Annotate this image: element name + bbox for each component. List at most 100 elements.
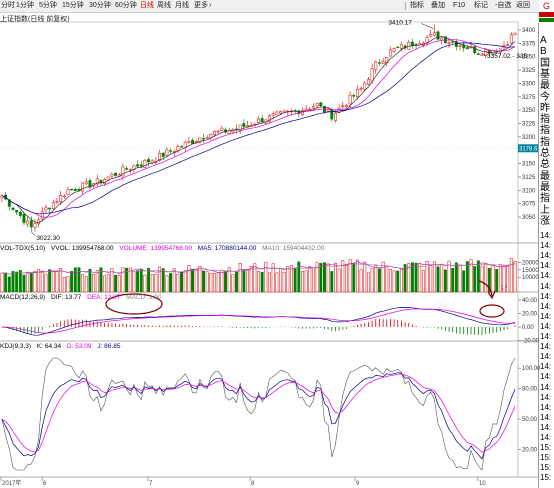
candle-body xyxy=(275,111,279,116)
candle-body xyxy=(40,211,44,220)
candle-body xyxy=(260,118,264,123)
overlay-button[interactable]: 叠加 xyxy=(431,2,445,9)
volume-bar xyxy=(26,271,30,293)
panel-label-12: 最 xyxy=(540,170,550,182)
period-tab-weekly[interactable]: 周线 xyxy=(157,2,171,9)
price-label-3300: 3300 xyxy=(522,81,536,87)
volume-bar xyxy=(282,271,286,293)
candle-body xyxy=(70,189,74,191)
indicator-button[interactable]: 指标 xyxy=(410,2,424,9)
volume-bar xyxy=(22,274,26,293)
volume-bar xyxy=(59,267,63,293)
volume-bar xyxy=(165,275,169,293)
period-tab-1min[interactable]: 1分钟 xyxy=(16,2,34,9)
candle-body xyxy=(506,44,510,46)
candle-body xyxy=(143,159,147,168)
volume-bar xyxy=(458,264,462,293)
volume-bar xyxy=(304,270,308,293)
price-label-3200: 3200 xyxy=(522,135,536,141)
panel-time-11: 14: xyxy=(540,342,552,352)
volume-bar xyxy=(150,273,154,293)
panel-label-15: 上 xyxy=(540,204,550,216)
candle-body xyxy=(125,168,129,170)
vol-indicator-name[interactable]: VOL-TDX(5,10) xyxy=(0,245,46,252)
volume-bar xyxy=(187,264,191,293)
volume-bar xyxy=(275,272,279,293)
volume-bar xyxy=(337,268,341,293)
period-toolbar: 分时 1分钟 5分钟 15分钟 30分钟 60分钟 日线 周线 月线 更多 › … xyxy=(0,0,554,13)
volume-label-10000: 10000 xyxy=(522,275,539,281)
period-tab-15min[interactable]: 15分钟 xyxy=(62,2,84,9)
period-tab-fenshi[interactable]: 分时 xyxy=(1,2,15,9)
candle-body xyxy=(443,36,447,43)
macd-label--20.00: -20.00 xyxy=(522,339,540,345)
candle-body xyxy=(114,172,118,176)
chart-title: 上证指数(日线 前复权) xyxy=(0,16,70,23)
volume-bar xyxy=(315,262,319,293)
panel-time-12: 14: xyxy=(540,352,552,362)
volume-ma10-line xyxy=(1,263,516,275)
period-tab-30min[interactable]: 30分钟 xyxy=(89,2,111,9)
panel-label-14: 指 xyxy=(540,193,550,205)
volume-bar xyxy=(410,262,414,293)
candle-body xyxy=(399,44,403,49)
watchlist-button[interactable]: -自选 xyxy=(495,2,512,9)
volume-bar xyxy=(224,271,227,293)
candle-body xyxy=(334,112,337,121)
more-arrow-icon[interactable]: › xyxy=(209,2,212,9)
panel-tab-g[interactable]: G xyxy=(539,0,554,12)
candle-body xyxy=(374,61,378,70)
back-button[interactable]: 返回 xyxy=(516,2,530,9)
panel-time-20: 14: xyxy=(540,433,552,442)
panel-time-8: 14: xyxy=(540,311,552,321)
volume-bar xyxy=(4,272,8,293)
panel-time-9: 14: xyxy=(540,321,552,331)
volume-bar xyxy=(348,259,352,293)
volume-bar xyxy=(454,262,458,293)
volume-header: VOL-TDX(5,10) VVOL: 139954768.00 VOLUME:… xyxy=(0,245,328,253)
toolbar-divider xyxy=(405,2,406,10)
candle-body xyxy=(33,223,37,228)
period-tab-5min[interactable]: 5分钟 xyxy=(39,2,57,9)
volume-bar xyxy=(290,265,293,293)
candle-body xyxy=(51,202,55,210)
price-ma10-line xyxy=(1,39,516,218)
candle-body xyxy=(297,110,301,114)
kdj-indicator-name[interactable]: KDJ(9,3,3) xyxy=(0,343,32,350)
f10-button[interactable]: F10 xyxy=(453,2,466,9)
period-tab-more[interactable]: 更多 xyxy=(194,2,208,9)
volume-bar xyxy=(7,276,11,293)
low-annotation-pointer xyxy=(31,231,36,236)
candle-body xyxy=(128,169,132,171)
candle-body xyxy=(198,137,202,143)
mark-button[interactable]: 标记 xyxy=(474,2,488,9)
volume-bar xyxy=(66,276,70,293)
volume-bar xyxy=(40,270,44,293)
volume-bar xyxy=(286,266,290,293)
volume-bar xyxy=(110,268,114,293)
volume-bar xyxy=(385,265,389,293)
macd-indicator-name[interactable]: MACD(12,26,9) xyxy=(0,294,46,301)
volume-bar xyxy=(312,267,315,293)
candle-body xyxy=(7,199,11,207)
candle-body xyxy=(95,178,99,185)
panel-label-3: 基 xyxy=(540,68,550,80)
volume-bar xyxy=(44,273,48,293)
volume-bar xyxy=(341,260,345,293)
candle-body xyxy=(213,131,216,136)
period-tab-60min[interactable]: 60分钟 xyxy=(115,2,137,9)
volume-bar xyxy=(15,271,19,293)
period-tab-daily[interactable]: 日线 xyxy=(140,2,154,9)
volume-bar xyxy=(88,269,92,293)
candle-body xyxy=(359,87,363,90)
annotation-arrowhead-icon xyxy=(487,290,496,300)
volume-bar xyxy=(205,271,209,293)
volume-bar xyxy=(396,270,400,293)
candle-body xyxy=(59,194,63,203)
period-tab-monthly[interactable]: 月线 xyxy=(175,2,189,9)
volume-bar xyxy=(473,266,477,293)
volume-bar xyxy=(246,269,249,293)
candle-body xyxy=(257,118,260,123)
volume-bar xyxy=(469,259,473,293)
